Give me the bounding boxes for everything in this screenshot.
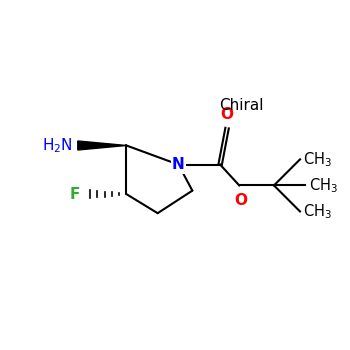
Polygon shape	[78, 141, 126, 150]
Text: Chiral: Chiral	[219, 98, 263, 113]
Text: CH$_3$: CH$_3$	[303, 150, 332, 169]
Text: O: O	[220, 107, 233, 122]
Text: CH$_3$: CH$_3$	[303, 202, 332, 221]
Text: N: N	[172, 157, 185, 172]
Text: H$_2$N: H$_2$N	[42, 136, 72, 155]
Text: O: O	[234, 193, 247, 208]
Text: CH$_3$: CH$_3$	[309, 176, 338, 195]
Text: F: F	[69, 187, 79, 202]
